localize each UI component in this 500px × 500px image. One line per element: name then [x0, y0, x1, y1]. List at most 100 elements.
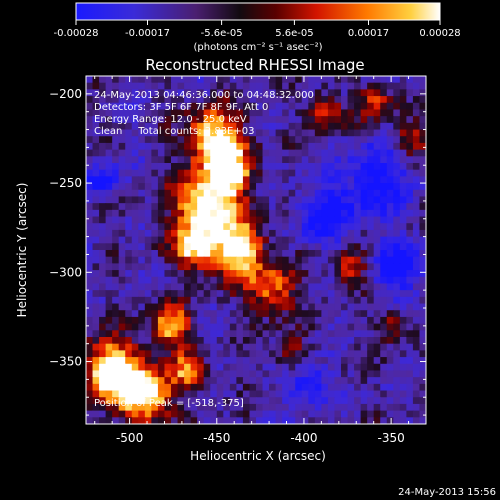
heatmap-cell [105, 136, 113, 144]
heatmap-cell [112, 189, 120, 198]
heatmap-cell [360, 129, 368, 137]
heatmap-cell [144, 243, 152, 251]
heatmap-cell [118, 209, 126, 218]
heatmap-cell [92, 122, 100, 131]
heatmap-cell [86, 350, 94, 358]
heatmap-cell [86, 296, 94, 305]
heatmap-cell [203, 250, 211, 258]
heatmap-cell [393, 156, 401, 164]
heatmap-cell [99, 176, 107, 184]
heatmap-cell [157, 82, 166, 90]
heatmap-cell [177, 337, 185, 345]
heatmap-cell [262, 276, 270, 285]
heatmap-cell [144, 223, 152, 231]
heatmap-cell [354, 243, 362, 251]
heatmap-cell [229, 397, 237, 405]
heatmap-cell [86, 323, 94, 331]
heatmap-cell [275, 377, 283, 385]
heatmap-cell [301, 89, 309, 97]
heatmap-cell [157, 316, 166, 325]
heatmap-cell [118, 163, 126, 171]
heatmap-cell [86, 330, 94, 338]
heatmap-cell [86, 142, 94, 151]
heatmap-cell [105, 149, 113, 157]
heatmap-cell [275, 357, 283, 365]
heatmap-cell [360, 223, 368, 231]
heatmap-cell [99, 122, 107, 131]
heatmap-cell [242, 343, 251, 351]
heatmap-cell [99, 236, 107, 244]
heatmap-cell [256, 323, 264, 331]
heatmap-cell [380, 330, 388, 338]
heatmap-cell [275, 337, 283, 345]
heatmap-cell [393, 410, 401, 418]
heatmap-cell [118, 149, 126, 157]
heatmap-cell [295, 136, 303, 144]
heatmap-cell [380, 189, 388, 198]
heatmap-cell [144, 390, 152, 398]
heatmap-cell [92, 270, 100, 278]
heatmap-cell [321, 363, 329, 372]
heatmap-cell [92, 96, 100, 104]
heatmap-cell [327, 256, 336, 264]
heatmap-cell [256, 142, 264, 151]
heatmap-cell [210, 102, 218, 111]
heatmap-cell [360, 203, 368, 211]
x-tick-label: -400 [290, 431, 317, 445]
heatmap-cell [347, 243, 355, 251]
heatmap-cell [197, 303, 205, 311]
heatmap-cell [308, 89, 316, 97]
heatmap-cell [341, 390, 349, 398]
heatmap-cell [92, 316, 100, 325]
heatmap-cell [190, 337, 198, 345]
heatmap-cell [295, 357, 303, 365]
heatmap-cell [118, 196, 126, 204]
heatmap-cell [249, 236, 257, 244]
heatmap-cell [223, 363, 231, 372]
heatmap-cell [190, 142, 198, 151]
heatmap-cell [118, 296, 126, 305]
heatmap-cell [216, 363, 224, 372]
heatmap-cell [223, 209, 231, 218]
heatmap-cell [223, 89, 231, 97]
heatmap-cell [262, 370, 270, 378]
heatmap-cell [321, 223, 329, 231]
heatmap-cell [210, 236, 218, 244]
heatmap-cell [105, 363, 113, 372]
colorbar-ticks: -0.00028 -0.00017 -5.6e-05 5.6e-05 0.00017 0.… [54, 20, 461, 39]
heatmap-cell [151, 357, 159, 365]
heatmap-cell [184, 383, 192, 392]
heatmap-cell [92, 330, 100, 338]
heatmap-cell [269, 82, 277, 90]
heatmap-cell [256, 270, 264, 278]
heatmap-cell [177, 216, 185, 224]
heatmap-cell [393, 142, 401, 151]
heatmap-cell [86, 163, 94, 171]
heatmap-cell [327, 142, 336, 151]
heatmap-cell [288, 377, 296, 385]
heatmap-cell [321, 156, 329, 164]
heatmap-cell [99, 129, 107, 137]
heatmap-cell [327, 250, 336, 258]
heatmap-cell [282, 196, 290, 204]
heatmap-cell [269, 337, 277, 345]
heatmap-cell [177, 310, 185, 318]
heatmap-cell [282, 403, 290, 412]
heatmap-cell [334, 89, 342, 97]
heatmap-cell [190, 256, 198, 264]
heatmap-cell [131, 303, 139, 311]
heatmap-cell [151, 296, 159, 305]
heatmap-cell [197, 223, 205, 231]
heatmap-cell [125, 169, 133, 177]
heatmap-cell [256, 209, 264, 218]
heatmap-cell [131, 169, 139, 177]
heatmap-cell [144, 397, 152, 405]
heatmap-cell [223, 330, 231, 338]
heatmap-cell [203, 176, 211, 184]
heatmap-cell [249, 223, 257, 231]
heatmap-cell [275, 82, 283, 90]
heatmap-cell [177, 316, 185, 325]
heatmap-cell [295, 263, 303, 271]
heatmap-cell [249, 129, 257, 137]
